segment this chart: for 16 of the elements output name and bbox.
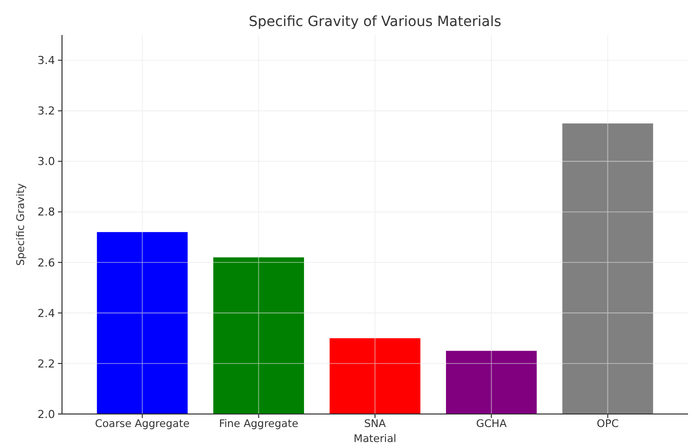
x-tick-label: Coarse Aggregate: [95, 418, 190, 430]
y-tick-label: 3.4: [38, 54, 55, 68]
x-axis-title: Material: [354, 433, 396, 445]
x-tick-label: SNA: [364, 418, 387, 430]
y-tick-label: 3.0: [38, 155, 55, 168]
y-tick-label: 2.0: [38, 408, 55, 421]
y-tick-label: 2.2: [38, 357, 55, 370]
y-tick-label: 2.6: [38, 256, 55, 270]
x-tick-label: Fine Aggregate: [218, 418, 298, 430]
y-tick-label: 2.8: [38, 206, 55, 219]
y-tick-label: 2.4: [38, 306, 55, 320]
y-tick-label: 3.2: [38, 104, 55, 118]
x-tick-label: OPC: [596, 418, 619, 430]
chart-title: Specific Gravity of Various Materials: [248, 14, 502, 30]
x-tick-label: GCHA: [476, 418, 508, 430]
y-axis-title: Specific Gravity: [15, 183, 27, 266]
